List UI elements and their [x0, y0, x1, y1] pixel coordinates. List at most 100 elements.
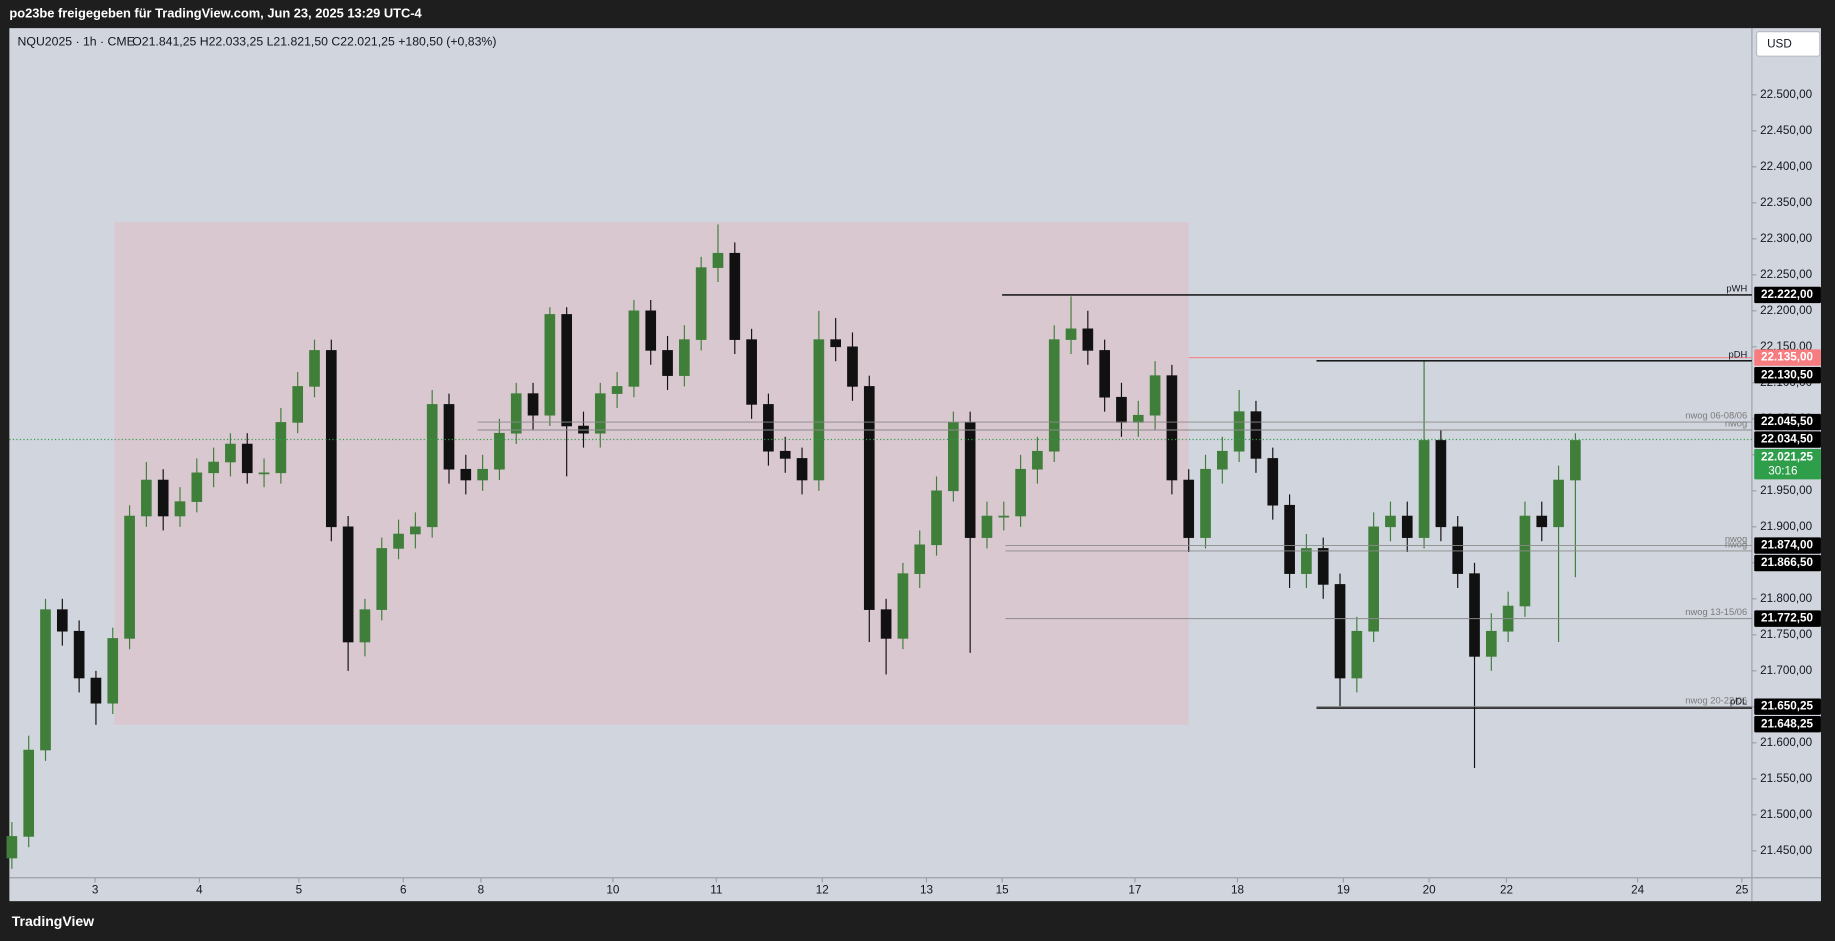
price-label: 22.135,00	[1761, 351, 1813, 364]
candle-body	[1385, 515, 1396, 528]
price-label: 21.650,25	[1761, 700, 1813, 713]
candle-body	[208, 461, 219, 474]
candle-body	[813, 339, 825, 481]
candle-body	[914, 544, 926, 574]
y-tick-label: 21.750,00	[1760, 628, 1812, 641]
x-tick-label: 13	[920, 884, 933, 897]
candle-body	[779, 450, 791, 459]
price-label-box	[1754, 698, 1821, 715]
candle-body	[107, 638, 119, 704]
candle-body	[225, 443, 236, 463]
candle-body	[679, 339, 690, 376]
candle-body	[1233, 411, 1245, 452]
candle-body	[981, 515, 993, 538]
x-tick-label: 17	[1128, 884, 1141, 897]
candle-body	[1267, 458, 1279, 506]
candle-body	[1200, 468, 1211, 538]
y-tick-label: 21.950,00	[1760, 484, 1812, 497]
candle-body	[56, 609, 68, 632]
candle-body	[1250, 411, 1262, 459]
price-label-box	[1754, 554, 1821, 572]
candle-body	[477, 468, 488, 481]
x-tick-label: 6	[400, 884, 407, 897]
y-tick-label: 21.700,00	[1760, 664, 1812, 677]
level-name: pDH	[1728, 349, 1747, 359]
brand: TradingView	[12, 913, 94, 929]
currency-button[interactable]	[1756, 31, 1821, 57]
candle-body	[141, 479, 152, 517]
x-tick-label: 24	[1631, 884, 1644, 897]
candle-body	[847, 346, 858, 387]
price-label-box	[1754, 448, 1821, 480]
candle-body	[1317, 548, 1329, 585]
candle-body	[1301, 548, 1312, 574]
candle-body	[594, 393, 606, 434]
candle-body	[510, 393, 522, 434]
candle-body	[342, 526, 354, 643]
candle-body	[443, 404, 455, 470]
level-name: pDL	[1730, 697, 1747, 707]
candle-body	[1469, 573, 1480, 657]
price-label: 22.130,50	[1761, 368, 1813, 381]
candle-body	[897, 573, 909, 639]
candle-body	[258, 472, 270, 475]
candle-body	[1183, 479, 1195, 538]
candle-body	[1570, 440, 1581, 481]
y-tick-label: 22.300,00	[1760, 232, 1812, 245]
price-label-box	[1754, 431, 1821, 448]
candle-body	[309, 350, 320, 387]
x-tick-label: 18	[1231, 884, 1244, 897]
candle-body	[241, 443, 253, 474]
currency[interactable]: USD	[1767, 38, 1792, 51]
candle-body	[1435, 440, 1447, 528]
candle-body	[544, 314, 556, 416]
candle-body	[712, 252, 724, 268]
level-name: pWH	[1726, 284, 1747, 294]
x-tick-label: 22	[1500, 884, 1513, 897]
candle-body	[628, 310, 640, 387]
share-title: po23be freigegeben für TradingView.com, …	[9, 5, 422, 20]
candle-body	[359, 609, 371, 643]
x-tick-label: 25	[1735, 884, 1748, 897]
price-label-box	[1754, 349, 1821, 366]
x-tick-label: 10	[606, 884, 620, 897]
candle-body	[393, 533, 404, 549]
candle-body	[830, 339, 842, 348]
price-label-box	[1754, 537, 1821, 554]
price-label: 22.034,50	[1761, 433, 1813, 446]
candle-body	[174, 501, 186, 517]
level-name: nwog	[1725, 419, 1747, 429]
candle-body	[796, 458, 808, 481]
candle-body	[561, 314, 573, 427]
candle-body	[6, 836, 18, 859]
y-tick-label: 22.250,00	[1760, 268, 1812, 281]
x-tick-label: 12	[816, 884, 829, 897]
candle-body	[1065, 328, 1077, 340]
candle-body	[1553, 479, 1564, 528]
plot: 21.450,00 21.500,00 21.550,00 21.600,00 21.6…	[6, 88, 1821, 897]
price-label-box	[1754, 366, 1821, 384]
level-name: nwog 06-08/06	[1685, 411, 1747, 421]
level-name: nwog 13-15/06	[1685, 607, 1747, 617]
candle-body	[527, 393, 539, 416]
y-tick-label: 21.550,00	[1760, 772, 1812, 785]
candle-body	[426, 404, 438, 528]
x-tick-label: 3	[92, 884, 99, 897]
candle-body	[1166, 375, 1178, 481]
candle-body	[292, 386, 304, 423]
price-label: 21.866,50	[1761, 556, 1813, 569]
y-tick-label: 21.900,00	[1760, 520, 1812, 533]
candle-body	[1082, 328, 1094, 351]
level-name: nwog 20-22/06	[1685, 695, 1747, 705]
candle-body	[1519, 515, 1531, 607]
candle-body	[23, 749, 35, 837]
candle-body	[1351, 630, 1363, 679]
x-tick-label: 5	[296, 884, 303, 897]
candle-body	[931, 490, 942, 546]
candle-body	[494, 432, 505, 470]
x-tick-label: 11	[710, 884, 722, 897]
x-tick-label: 8	[478, 884, 485, 897]
level-name: nwog	[1725, 540, 1747, 550]
